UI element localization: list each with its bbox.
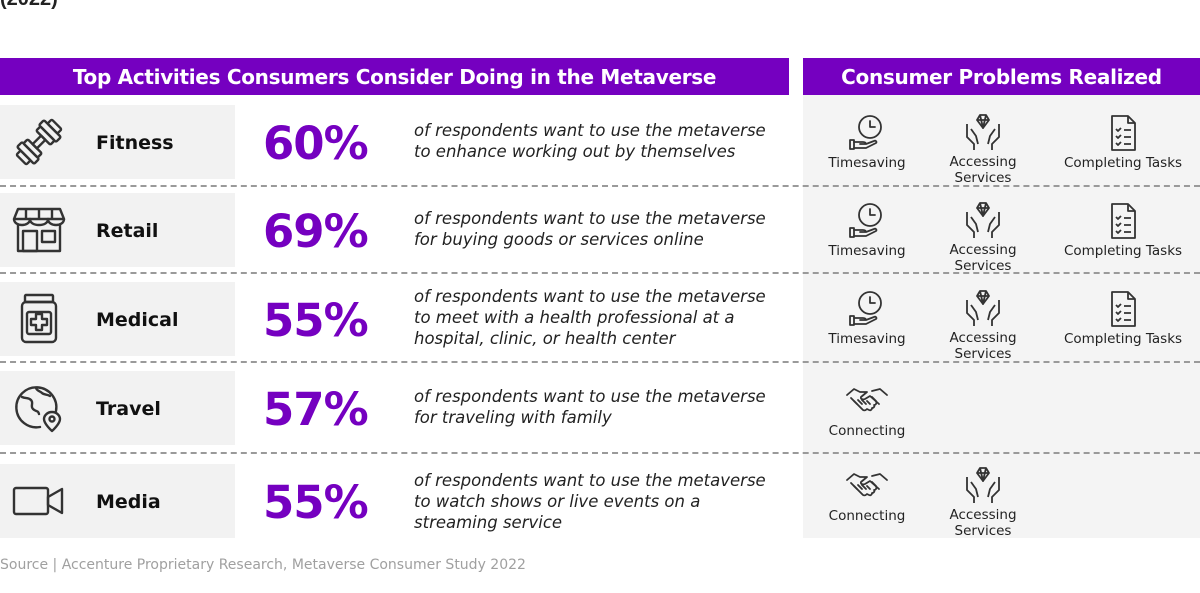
globe-pin-icon bbox=[10, 379, 68, 437]
row-divider bbox=[0, 361, 1200, 363]
problem-label: Timesaving bbox=[828, 155, 906, 171]
activity-label: Media bbox=[96, 491, 161, 513]
description-line: for buying goods or services online bbox=[414, 230, 704, 249]
activity-label-box: Medical bbox=[0, 282, 235, 356]
activity-description: of respondents want to use the metaverse… bbox=[414, 208, 794, 250]
activity-row-medical: Medical 55% of respondents want to use t… bbox=[0, 282, 1200, 362]
description-line: of respondents want to use the metaverse bbox=[414, 471, 766, 490]
activity-label-box: Travel bbox=[0, 371, 235, 445]
description-line: for traveling with family bbox=[414, 408, 612, 427]
hands-diamond-icon bbox=[923, 465, 1043, 507]
activity-description: of respondents want to use the metaverse… bbox=[414, 286, 794, 349]
activities-header: Top Activities Consumers Consider Doing … bbox=[0, 58, 789, 95]
problem-connecting: Connecting bbox=[807, 466, 927, 524]
description-line: to watch shows or live events on a bbox=[414, 492, 701, 511]
hands-diamond-icon bbox=[923, 112, 1043, 154]
problem-label: Timesaving bbox=[828, 331, 906, 347]
activity-row-fitness: Fitness 60% of respondents want to use t… bbox=[0, 105, 1200, 186]
activity-description: of respondents want to use the metaverse… bbox=[414, 120, 794, 162]
problem-label: Completing Tasks bbox=[1063, 331, 1183, 347]
problems-group: Connecting Accessing Services bbox=[803, 464, 1200, 539]
problem-accessing-services: Accessing Services bbox=[923, 465, 1043, 539]
problem-connecting: Connecting bbox=[807, 381, 927, 439]
description-line: to meet with a health professional at a bbox=[414, 308, 735, 327]
activity-percent: 69% bbox=[263, 205, 369, 258]
source-note: Source | Accenture Proprietary Research,… bbox=[0, 557, 526, 573]
description-line: of respondents want to use the metaverse bbox=[414, 387, 766, 406]
activity-label: Fitness bbox=[96, 132, 174, 154]
storefront-icon bbox=[10, 201, 68, 259]
activity-percent: 55% bbox=[263, 294, 369, 347]
description-line: of respondents want to use the metaverse bbox=[414, 287, 766, 306]
activity-description: of respondents want to use the metaverse… bbox=[414, 470, 794, 533]
problem-timesaving: Timesaving bbox=[807, 113, 927, 171]
activity-label: Travel bbox=[96, 398, 161, 420]
problem-completing-tasks: Completing Tasks bbox=[1063, 289, 1183, 347]
hands-diamond-icon bbox=[923, 200, 1043, 242]
checklist-document-icon bbox=[1063, 113, 1183, 155]
problem-label: Timesaving bbox=[828, 243, 906, 259]
clock-hand-icon bbox=[807, 113, 927, 155]
activity-description: of respondents want to use the metaverse… bbox=[414, 386, 794, 428]
problem-accessing-services: Accessing Services bbox=[923, 200, 1043, 274]
activity-percent: 60% bbox=[263, 117, 369, 170]
problem-accessing-services: Accessing Services bbox=[923, 112, 1043, 186]
clock-hand-icon bbox=[807, 289, 927, 331]
activity-label-box: Media bbox=[0, 464, 235, 538]
row-divider bbox=[0, 272, 1200, 274]
problems-group: Connecting bbox=[803, 371, 1200, 445]
checklist-document-icon bbox=[1063, 289, 1183, 331]
video-camera-icon bbox=[10, 472, 68, 530]
medicine-jar-icon bbox=[10, 290, 68, 348]
problem-label: Completing Tasks bbox=[1063, 243, 1183, 259]
activity-label: Medical bbox=[96, 309, 179, 331]
problem-label: Accessing Services bbox=[949, 507, 1017, 539]
activity-row-media: Media 55% of respondents want to use the… bbox=[0, 464, 1200, 539]
description-line: of respondents want to use the metaverse bbox=[414, 121, 766, 140]
activity-label: Retail bbox=[96, 220, 159, 242]
description-line: to enhance working out by themselves bbox=[414, 142, 736, 161]
handshake-icon bbox=[807, 381, 927, 423]
problem-timesaving: Timesaving bbox=[807, 201, 927, 259]
activity-label-box: Fitness bbox=[0, 105, 235, 179]
row-divider bbox=[0, 185, 1200, 187]
row-divider bbox=[0, 452, 1200, 454]
activity-row-travel: Travel 57% of respondents want to use th… bbox=[0, 371, 1200, 445]
problem-label: Connecting bbox=[828, 423, 906, 439]
checklist-document-icon bbox=[1063, 201, 1183, 243]
dumbbell-icon bbox=[10, 113, 68, 171]
description-line: streaming service bbox=[414, 513, 563, 532]
problems-group: Timesaving Accessing Services Completing… bbox=[803, 105, 1200, 186]
problems-header: Consumer Problems Realized bbox=[803, 58, 1200, 95]
problem-label: Completing Tasks bbox=[1063, 155, 1183, 171]
problem-label: Connecting bbox=[828, 508, 906, 524]
problem-timesaving: Timesaving bbox=[807, 289, 927, 347]
handshake-icon bbox=[807, 466, 927, 508]
clipped-title: (2022) bbox=[0, 0, 58, 11]
problem-accessing-services: Accessing Services bbox=[923, 288, 1043, 362]
description-line: of respondents want to use the metaverse bbox=[414, 209, 766, 228]
clock-hand-icon bbox=[807, 201, 927, 243]
problem-label: Accessing Services bbox=[949, 330, 1017, 362]
problem-label: Accessing Services bbox=[949, 242, 1017, 274]
problems-group: Timesaving Accessing Services Completing… bbox=[803, 282, 1200, 362]
activity-percent: 55% bbox=[263, 476, 369, 529]
activity-percent: 57% bbox=[263, 383, 369, 436]
hands-diamond-icon bbox=[923, 288, 1043, 330]
problem-completing-tasks: Completing Tasks bbox=[1063, 201, 1183, 259]
activity-row-retail: Retail 69% of respondents want to use th… bbox=[0, 193, 1200, 274]
description-line: hospital, clinic, or health center bbox=[414, 329, 676, 348]
problems-panel bbox=[803, 95, 1200, 538]
problem-completing-tasks: Completing Tasks bbox=[1063, 113, 1183, 171]
problem-label: Accessing Services bbox=[949, 154, 1017, 186]
problems-group: Timesaving Accessing Services Completing… bbox=[803, 193, 1200, 274]
activity-label-box: Retail bbox=[0, 193, 235, 267]
